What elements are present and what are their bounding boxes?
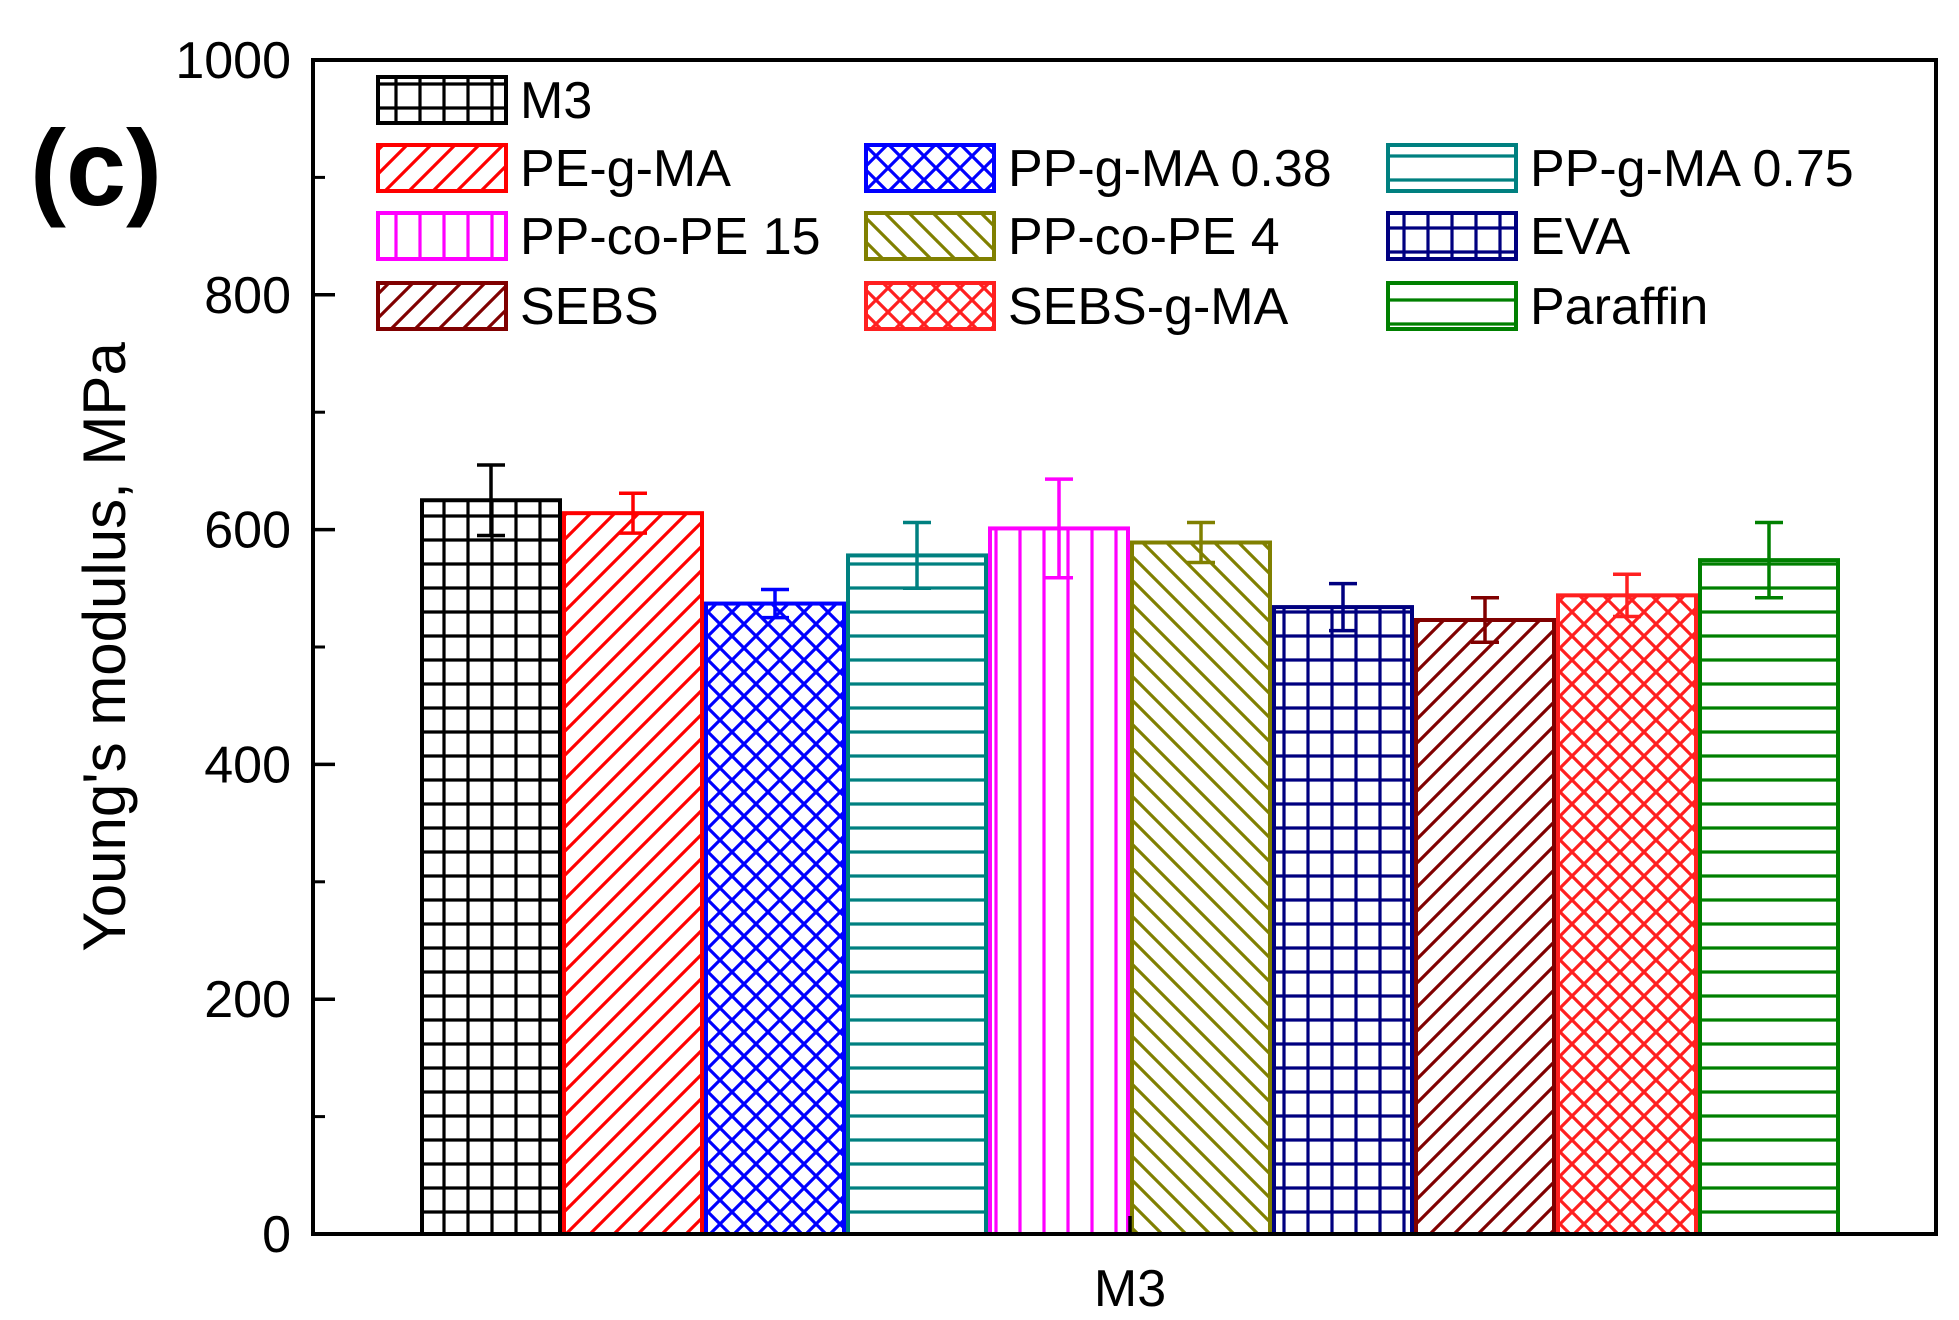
- legend-swatch: [1386, 281, 1518, 331]
- bar: [1130, 540, 1272, 1236]
- legend-swatch: [864, 281, 996, 331]
- bar: [1272, 605, 1414, 1236]
- legend-item: Paraffin: [1386, 278, 1708, 336]
- legend-label: PP-g-MA 0.38: [1008, 140, 1332, 198]
- error-bar: [1045, 477, 1073, 580]
- y-axis-title: Young's modulus, MPa: [71, 342, 138, 952]
- error-bar: [1471, 595, 1499, 645]
- y-tick-label: 0: [262, 1206, 291, 1264]
- bar-group-9: [1556, 572, 1698, 1236]
- bar-group-4: [846, 520, 988, 1236]
- bar-group-1: [420, 463, 562, 1236]
- legend-label: SEBS: [520, 278, 659, 336]
- legend-swatch: [376, 143, 508, 193]
- legend-swatch: [864, 143, 996, 193]
- x-axis: M3: [1094, 1216, 1166, 1318]
- legend-label: SEBS-g-MA: [1008, 278, 1289, 336]
- legend-label: PP-co-PE 15: [520, 208, 821, 266]
- legend-item: PP-g-MA 0.75: [1386, 140, 1854, 198]
- bar: [1556, 593, 1698, 1236]
- y-tick-label: 200: [204, 971, 291, 1029]
- error-bar: [477, 463, 505, 538]
- panel-label: (c): [30, 107, 162, 228]
- legend-label: Paraffin: [1530, 278, 1708, 336]
- plot-area: [420, 463, 1840, 1236]
- legend-item: PP-co-PE 15: [376, 208, 821, 266]
- error-bar: [1613, 572, 1641, 619]
- y-axis: 0 200 400 600 800 1000: [175, 32, 335, 1264]
- bar: [704, 601, 846, 1236]
- error-bar: [761, 587, 789, 620]
- legend-label: EVA: [1530, 208, 1631, 266]
- error-bar: [1755, 520, 1783, 600]
- bar: [988, 526, 1130, 1236]
- bar: [1414, 617, 1556, 1236]
- y-tick-label: 600: [204, 502, 291, 560]
- error-bar: [1187, 520, 1215, 565]
- legend-item: M3: [376, 72, 592, 130]
- y-tick-label: 400: [204, 736, 291, 794]
- legend-label: PP-g-MA 0.75: [1530, 140, 1854, 198]
- bar-group-7: [1272, 581, 1414, 1236]
- legend-swatch: [376, 75, 508, 125]
- legend-item: EVA: [1386, 208, 1631, 266]
- legend-swatch: [864, 211, 996, 261]
- error-bar: [903, 520, 931, 591]
- bar: [846, 553, 988, 1236]
- bar-group-2: [562, 491, 704, 1236]
- x-tick-label: M3: [1094, 1260, 1166, 1318]
- legend-item: SEBS-g-MA: [864, 278, 1289, 336]
- legend-swatch: [376, 281, 508, 331]
- error-bar: [1329, 581, 1357, 633]
- legend-label: PP-co-PE 4: [1008, 208, 1280, 266]
- legend-label: M3: [520, 72, 592, 130]
- legend-item: SEBS: [376, 278, 659, 336]
- legend-item: PP-co-PE 4: [864, 208, 1280, 266]
- bar: [420, 498, 562, 1236]
- bar: [1698, 558, 1840, 1236]
- bar-group-5: [988, 477, 1130, 1236]
- y-tick-label: 1000: [175, 32, 291, 90]
- legend-item: PP-g-MA 0.38: [864, 140, 1332, 198]
- bar-group-10: [1698, 520, 1840, 1236]
- legend-swatch: [1386, 143, 1518, 193]
- legend-swatch: [1386, 211, 1518, 261]
- bar-group-6: [1130, 520, 1272, 1236]
- y-tick-label: 800: [204, 267, 291, 325]
- legend-item: PE-g-MA: [376, 140, 731, 198]
- bar: [562, 511, 704, 1236]
- bar-group-8: [1414, 595, 1556, 1236]
- legend-label: PE-g-MA: [520, 140, 731, 198]
- legend-swatch: [376, 211, 508, 261]
- legend: M3 PE-g-MA PP-g-MA 0.38 PP-g-MA 0.75 PP-co-P…: [376, 72, 1854, 336]
- error-bar: [619, 491, 647, 535]
- bar-group-3: [704, 587, 846, 1236]
